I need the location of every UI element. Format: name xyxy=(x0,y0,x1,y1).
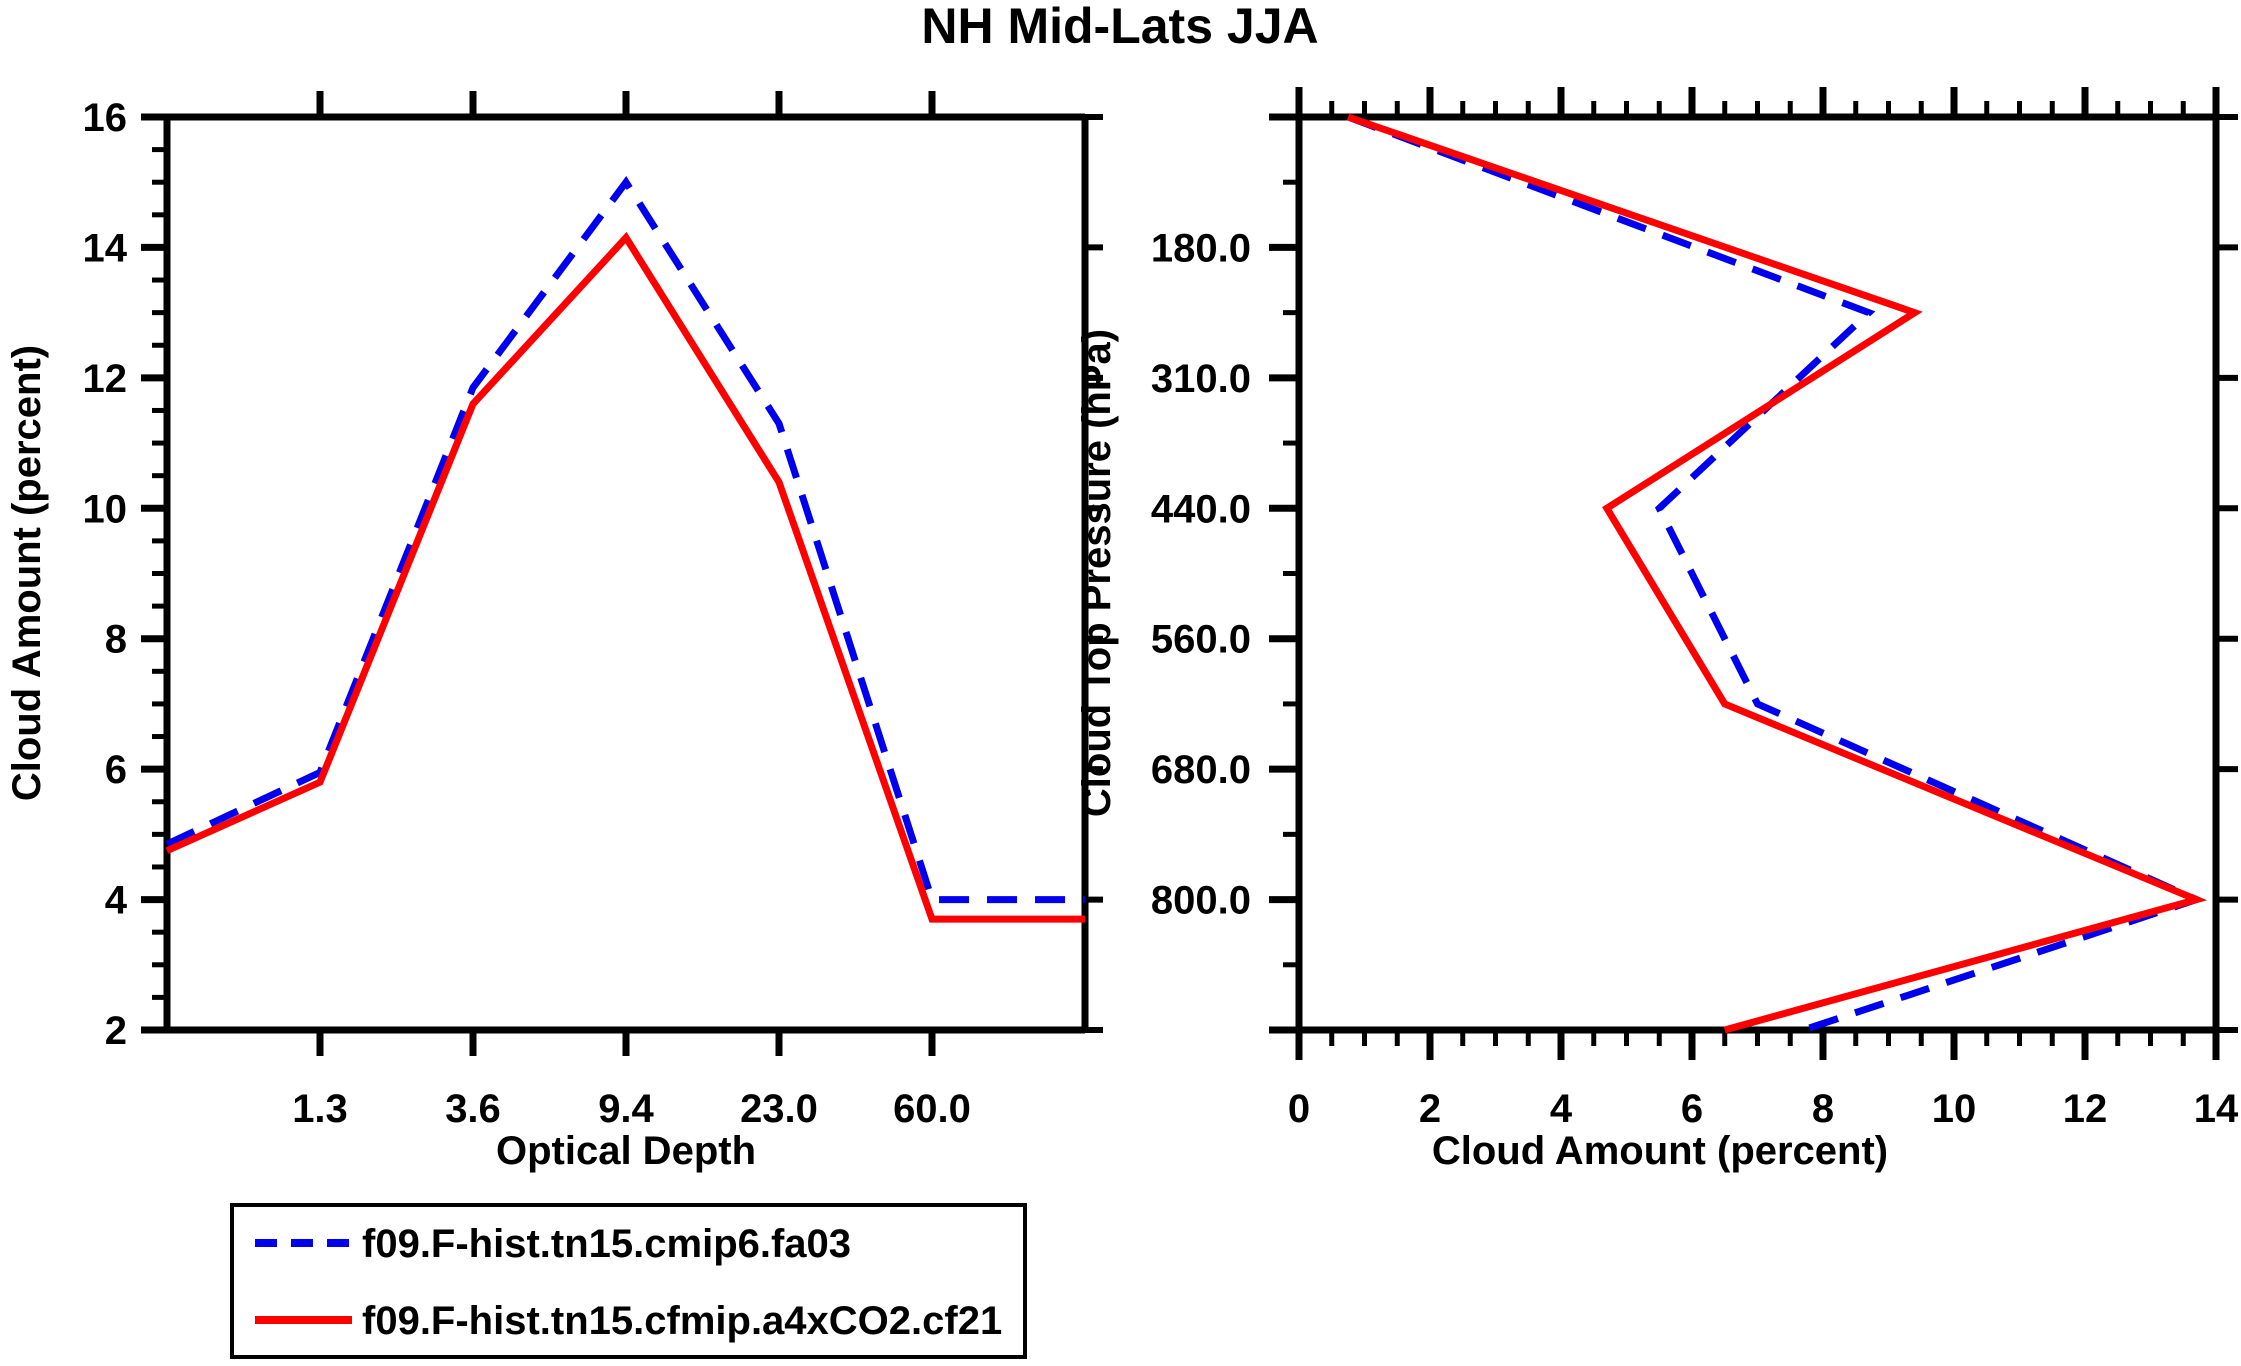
left-plot-frame xyxy=(163,113,1089,1034)
right-panel: 0 2 4 6 8 10 12 14 180.0 310.0 440.0 560.0 680.0 800… xyxy=(1075,87,2239,1173)
right-y-tick-label: 560.0 xyxy=(1151,618,1251,662)
left-series-cfmip-line xyxy=(165,231,1085,923)
left-axis-ticks xyxy=(141,91,1103,1056)
legend-border xyxy=(230,1203,1027,1359)
left-x-tick-labels: 1.3 3.6 9.4 23.0 60.0 xyxy=(292,1087,971,1131)
left-x-tick-label: 60.0 xyxy=(893,1087,971,1131)
right-y-tick-label: 440.0 xyxy=(1151,487,1251,531)
left-y-tick-label: 6 xyxy=(105,748,127,792)
right-x-tick-label: 4 xyxy=(1550,1087,1573,1131)
right-y-tick-label: 310.0 xyxy=(1151,357,1251,401)
left-x-tick-label: 1.3 xyxy=(292,1087,348,1131)
right-y-tick-label: 180.0 xyxy=(1151,226,1251,270)
legend-label-cmip6: f09.F-hist.tn15.cmip6.fa03 xyxy=(362,1222,851,1266)
left-y-tick-label: 8 xyxy=(105,618,127,662)
left-y-tick-label: 16 xyxy=(83,96,128,140)
left-y-tick-label: 10 xyxy=(83,487,128,531)
left-x-axis-label: Optical Depth xyxy=(496,1129,756,1173)
left-y-tick-labels: 2 4 6 8 10 12 14 16 xyxy=(83,96,128,1053)
right-x-tick-label: 0 xyxy=(1288,1087,1310,1131)
legend: f09.F-hist.tn15.cmip6.fa03 f09.F-hist.tn… xyxy=(230,1203,1027,1359)
left-y-tick-label: 14 xyxy=(83,226,128,270)
right-y-tick-label: 800.0 xyxy=(1151,879,1251,923)
legend-label-cfmip: f09.F-hist.tn15.cfmip.a4xCO2.cf21 xyxy=(362,1299,1002,1343)
right-series-cfmip-line xyxy=(1346,113,2208,1034)
left-series-cmip6-line xyxy=(165,176,1085,904)
right-y-tick-label: 680.0 xyxy=(1151,748,1251,792)
right-y-tick-labels: 180.0 310.0 440.0 560.0 680.0 800.0 xyxy=(1151,226,1251,922)
right-x-tick-label: 14 xyxy=(2194,1087,2239,1131)
right-x-tick-label: 6 xyxy=(1681,1087,1703,1131)
left-y-tick-label: 12 xyxy=(83,357,128,401)
left-panel: 1.3 3.6 9.4 23.0 60.0 2 4 6 8 10 12 14 16 Optical D… xyxy=(5,91,1103,1173)
right-x-tick-label: 8 xyxy=(1812,1087,1834,1131)
left-x-tick-label: 3.6 xyxy=(445,1087,501,1131)
left-y-axis-label: Cloud Amount (percent) xyxy=(5,345,49,801)
left-x-tick-label: 9.4 xyxy=(598,1087,654,1131)
left-x-tick-label: 23.0 xyxy=(740,1087,818,1131)
right-plot-frame xyxy=(1295,113,2220,1034)
right-x-tick-label: 2 xyxy=(1419,1087,1441,1131)
right-y-axis-label: Cloud Top Pressure (hPa) xyxy=(1075,329,1119,817)
right-x-tick-label: 10 xyxy=(1932,1087,1977,1131)
right-axis-ticks xyxy=(1269,87,2238,1060)
page-title: NH Mid-Lats JJA xyxy=(921,0,1318,54)
left-y-tick-label: 4 xyxy=(105,879,128,923)
right-x-tick-label: 12 xyxy=(2063,1087,2108,1131)
right-x-axis-label: Cloud Amount (percent) xyxy=(1432,1129,1888,1173)
left-y-tick-label: 2 xyxy=(105,1009,127,1053)
right-x-tick-labels: 0 2 4 6 8 10 12 14 xyxy=(1288,1087,2239,1131)
right-series-cmip6-line xyxy=(1346,113,2207,1034)
